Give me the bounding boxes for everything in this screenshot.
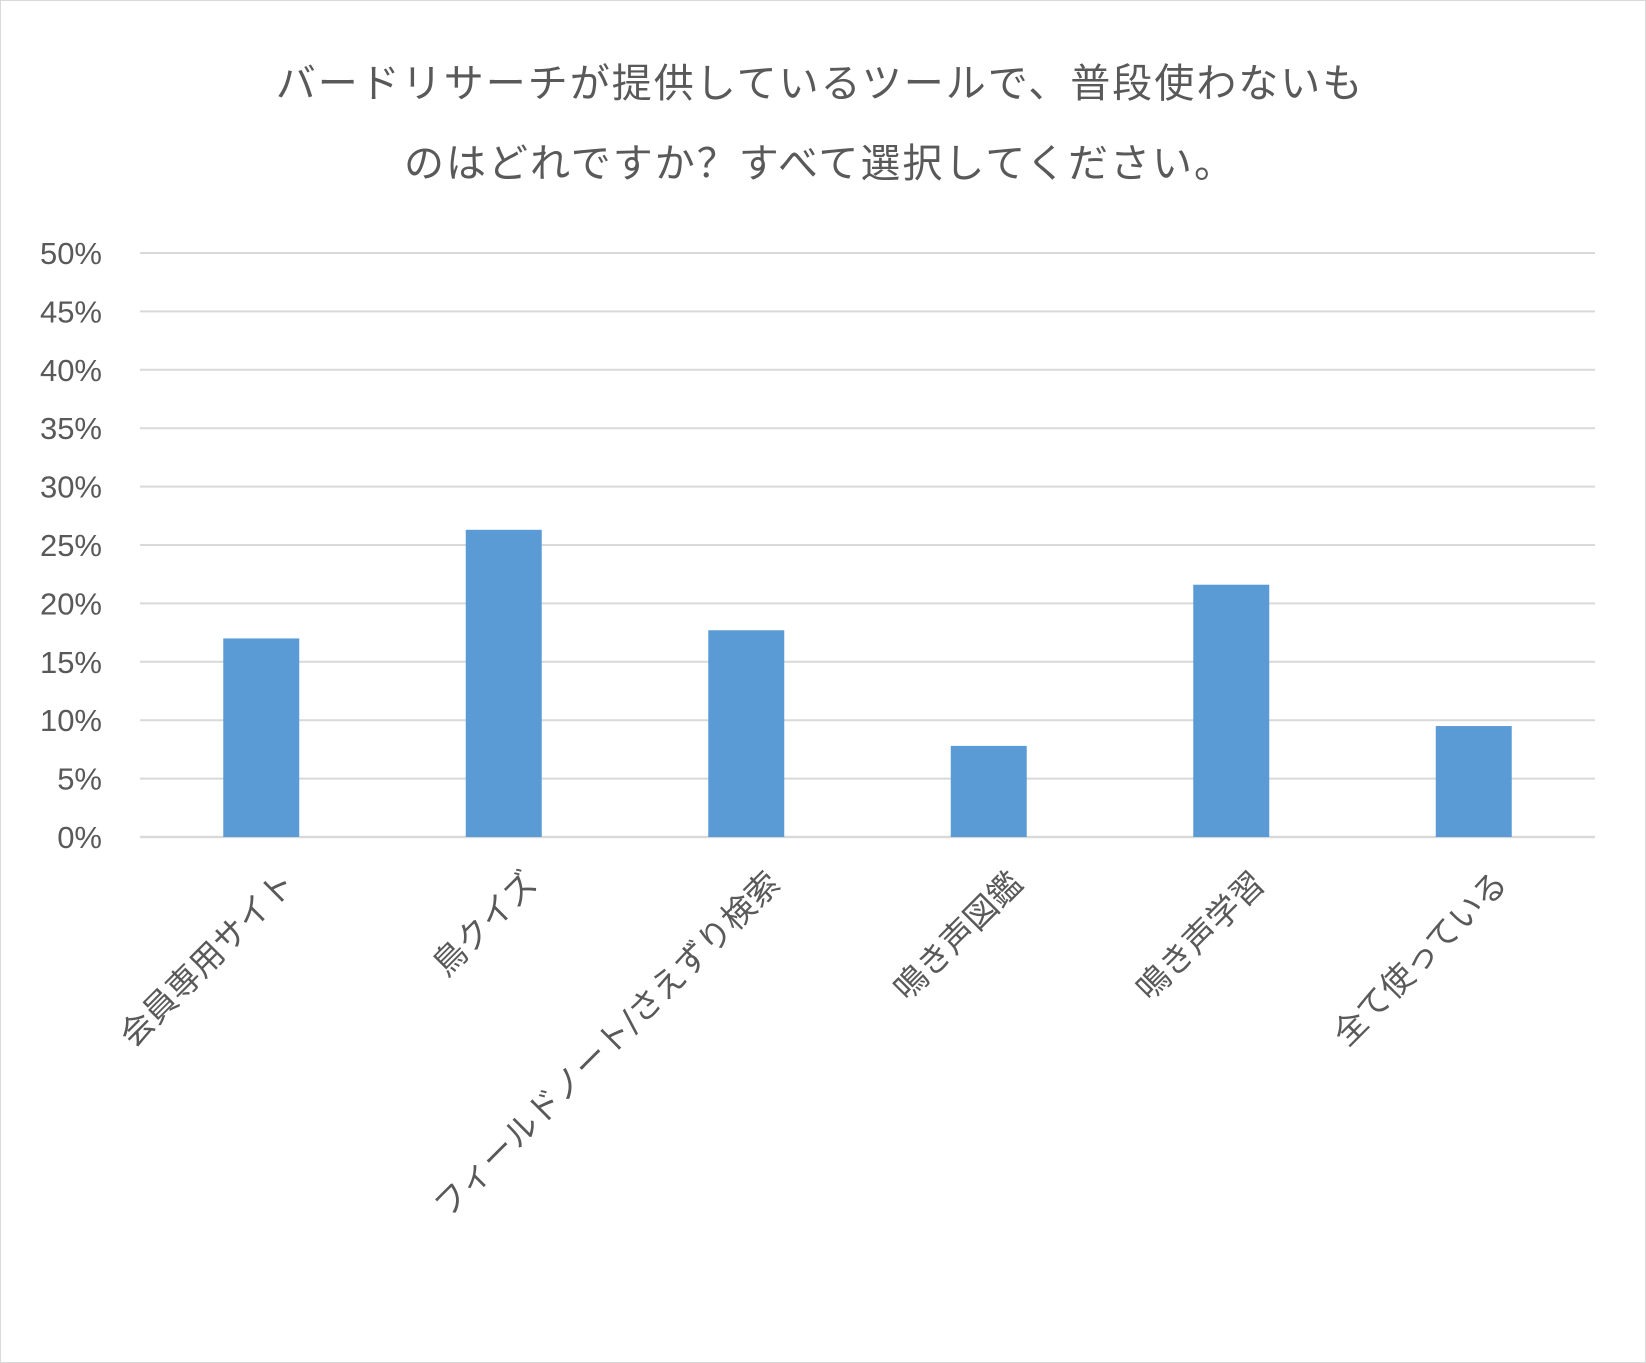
x-tick-label: 会員専用サイト (112, 864, 303, 1055)
y-tick-label: 45% (40, 294, 102, 329)
y-tick-label: 40% (40, 353, 102, 388)
y-tick-label: 50% (40, 236, 102, 271)
bars (223, 529, 1512, 837)
bar (223, 638, 300, 837)
bar (1193, 584, 1270, 837)
x-tick-label: 鳴き声学習 (1128, 864, 1272, 1008)
x-tick-label: 鳥クイズ (425, 864, 545, 984)
bar (1435, 726, 1512, 837)
y-tick-label: 25% (40, 528, 102, 563)
y-tick-label: 20% (40, 586, 102, 621)
chart-title-line-1: バードリサーチが提供しているツールで、普段使わないも (275, 61, 1365, 107)
y-tick-label: 5% (57, 762, 102, 797)
chart-title: バードリサーチが提供しているツールで、普段使わないも のはどれですか？すべて選択… (150, 44, 1490, 204)
y-tick-label: 15% (40, 645, 102, 680)
bar (708, 630, 785, 837)
y-tick-label: 10% (40, 703, 102, 738)
gridlines (140, 252, 1595, 839)
x-tick-label: 全て使っている (1325, 864, 1515, 1054)
chart-title-line-2: のはどれですか？すべて選択してください。 (404, 141, 1236, 187)
bar (950, 745, 1027, 837)
y-tick-label: 0% (57, 820, 102, 855)
y-tick-label: 35% (40, 411, 102, 446)
x-tick-label: 鳴き声図鑑 (886, 864, 1030, 1008)
y-tick-label: 30% (40, 470, 102, 505)
bar (465, 529, 542, 837)
y-axis-ticks: 0% 5% 10% 15% 20% 25% 30% 35% 40% 45% 50% (40, 236, 102, 855)
